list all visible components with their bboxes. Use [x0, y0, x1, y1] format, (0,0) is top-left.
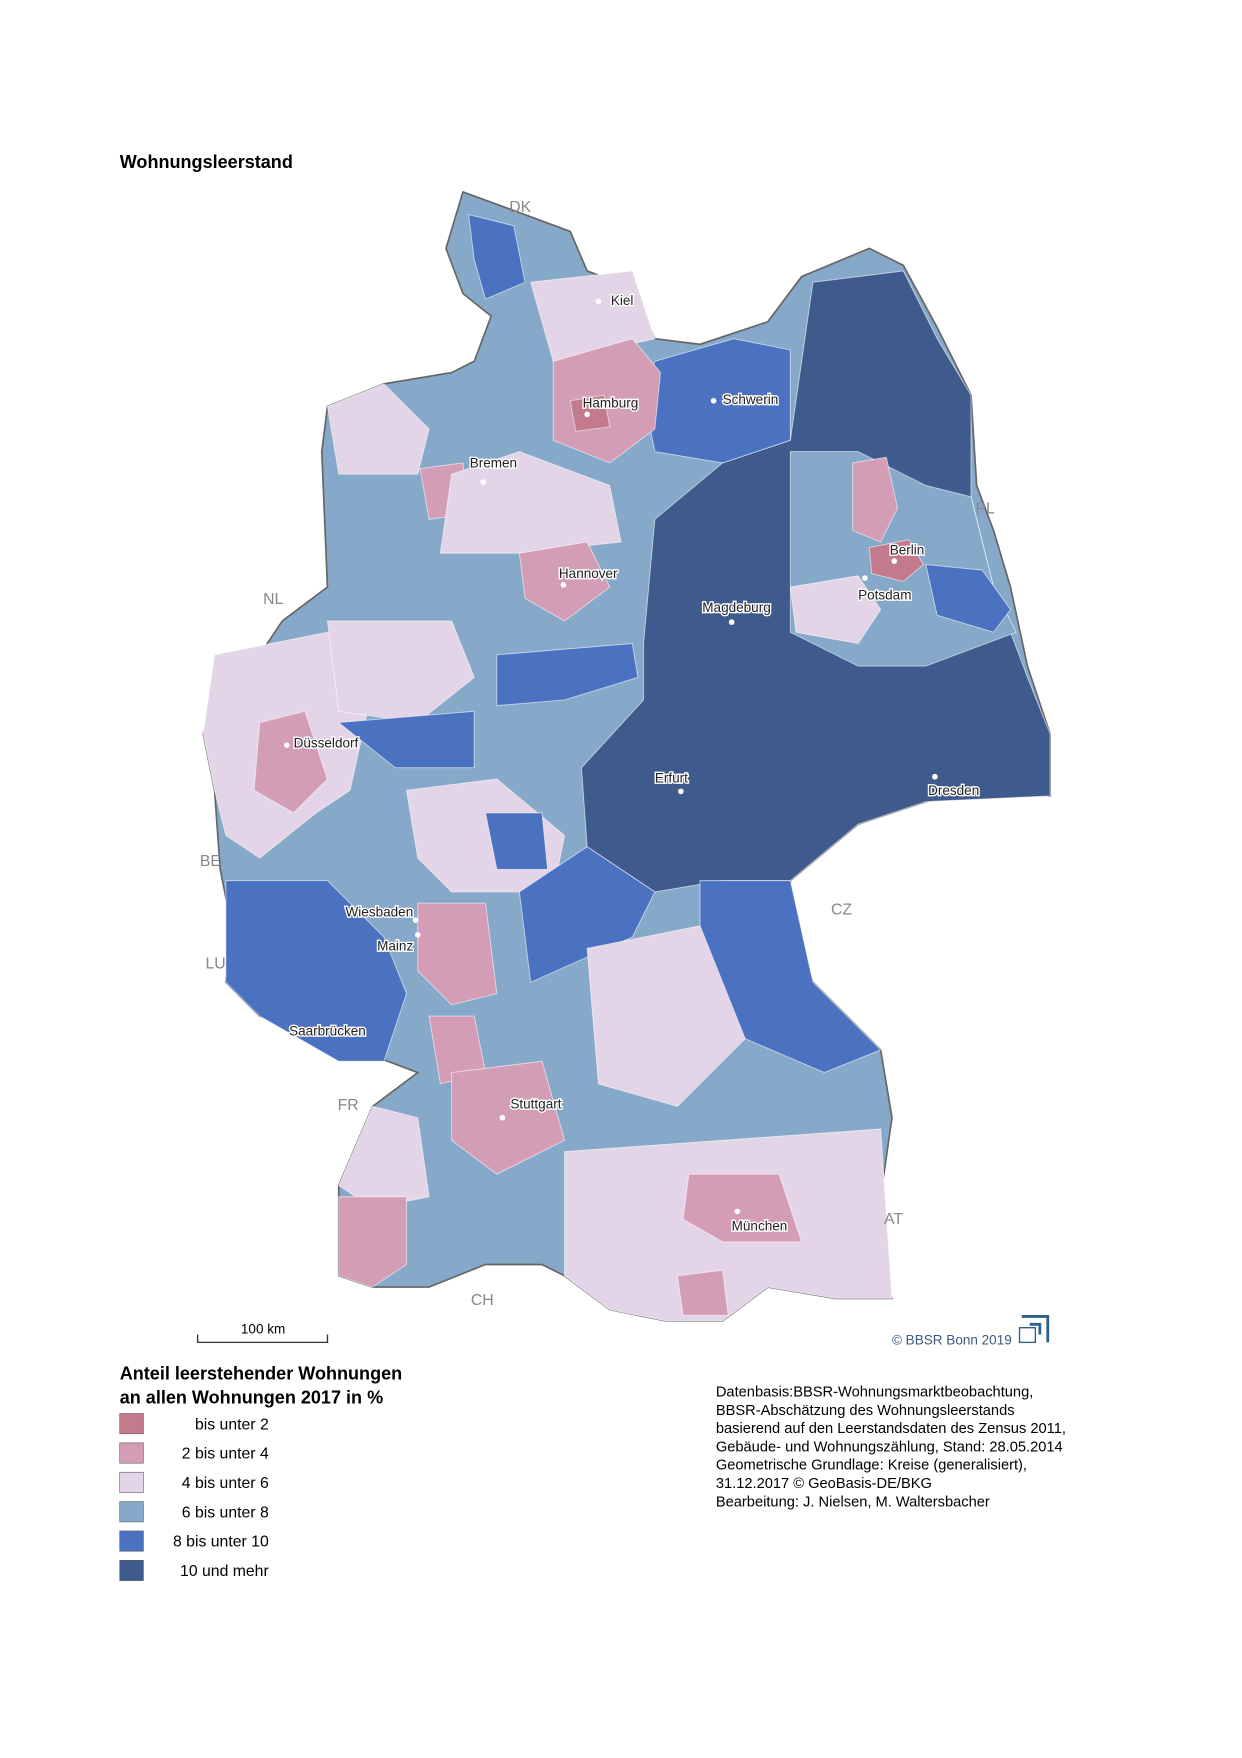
city-dot: [412, 917, 419, 923]
legend-label: 2 bis unter 4: [182, 1446, 269, 1463]
city-label: Wiesbaden: [346, 905, 414, 920]
legend-swatch: [119, 1442, 144, 1464]
district-area: [676, 1269, 729, 1316]
scale-bar-label: 100 km: [241, 1321, 285, 1336]
city-dot: [932, 773, 938, 780]
district-area: [253, 710, 328, 814]
city-dot: [728, 619, 735, 625]
district-area: [496, 643, 639, 707]
legend-label: 8 bis unter 10: [173, 1534, 269, 1551]
city-label: Hamburg: [583, 396, 639, 411]
legend-title: Anteil leerstehender Wohnungen: [120, 1364, 402, 1384]
source-note: Datenbasis:BBSR-Wohnungsmarktbeobachtung…: [716, 1385, 1066, 1511]
city-label: Magdeburg: [702, 600, 770, 615]
district-area: [789, 575, 882, 645]
source-line: basierend auf den Leerstandsdaten des Ze…: [716, 1421, 1066, 1437]
source-line: BBSR-Abschätzung des Wohnungsleerstands: [716, 1403, 1015, 1419]
district-area: [338, 1105, 430, 1209]
germany-map: [202, 190, 1051, 1322]
district-area: [417, 902, 498, 1006]
city-labels: Kiel Hamburg Schwerin Bremen Berlin Pots…: [288, 291, 981, 1235]
city-dot: [283, 742, 290, 748]
district-area: [552, 338, 661, 464]
country-label: PL: [976, 501, 996, 518]
country-label: AT: [884, 1211, 903, 1228]
country-label: LU: [206, 956, 226, 973]
legend-swatch: [119, 1413, 144, 1435]
country-label: CH: [471, 1292, 494, 1309]
copyright: © BBSR Bonn 2019: [892, 1333, 1012, 1348]
city-dot: [734, 1208, 741, 1215]
city-label: Bremen: [470, 455, 517, 470]
city-label: Schwerin: [723, 392, 779, 407]
country-label: DK: [509, 199, 531, 216]
source-line: 31.12.2017 © GeoBasis-DE/BKG: [716, 1476, 932, 1492]
city-label: Potsdam: [858, 587, 911, 602]
city-label: Kiel: [611, 293, 634, 308]
city-dot: [480, 479, 487, 485]
city-dot: [584, 411, 590, 418]
legend-label: 6 bis unter 8: [182, 1504, 269, 1521]
city-label: Berlin: [890, 542, 925, 557]
district-area: [439, 451, 622, 554]
city-dot: [414, 931, 421, 938]
map-title: Wohnungsleerstand: [120, 152, 293, 172]
country-label: FR: [338, 1097, 359, 1114]
source-line: Bearbeitung: J. Nielsen, M. Waltersbache…: [716, 1494, 990, 1510]
legend-swatch: [119, 1530, 144, 1552]
district-area: [468, 213, 526, 300]
district-area: [326, 620, 475, 724]
district-area: [451, 1060, 566, 1175]
district-area: [569, 394, 611, 432]
district-area: [586, 925, 746, 1107]
city-dot: [499, 1114, 506, 1121]
legend-label: 10 und mehr: [180, 1563, 269, 1580]
country-label: NL: [263, 591, 283, 608]
scale-bar: [196, 1334, 329, 1344]
city-dot: [678, 788, 684, 795]
country-label: CZ: [831, 901, 852, 918]
legend-swatch: [119, 1471, 144, 1493]
city-dot: [560, 582, 567, 588]
district-area: [530, 270, 656, 362]
legend: Anteil leerstehender Wohnungen an allen …: [119, 1364, 402, 1581]
scale-bar-line: [196, 1334, 329, 1344]
city-label: München: [732, 1219, 788, 1234]
district-area: [925, 563, 1012, 633]
city-dot: [595, 298, 602, 305]
district-area: [518, 541, 611, 622]
city-label: Mainz: [377, 939, 413, 954]
district-area: [326, 383, 430, 475]
legend-swatch: [119, 1559, 144, 1581]
city-dot: [333, 1026, 340, 1033]
district-area: [851, 456, 899, 543]
source-line: Datenbasis:BBSR-Wohnungsmarktbeobachtung…: [716, 1385, 1033, 1401]
city-label: Hannover: [559, 566, 618, 581]
district-area: [518, 846, 656, 983]
city-dot: [862, 575, 868, 581]
bbsr-logo: [1018, 1315, 1050, 1344]
district-area: [338, 1196, 407, 1288]
legend-swatch: [119, 1501, 144, 1523]
city-label: Düsseldorf: [294, 735, 359, 750]
city-label: Dresden: [928, 783, 979, 798]
legend-label: 4 bis unter 6: [182, 1475, 269, 1492]
district-area: [484, 812, 549, 870]
source-line: Gebäude- und Wohnungszählung, Stand: 28.…: [716, 1439, 1063, 1455]
city-label: Saarbrücken: [289, 1023, 366, 1038]
district-area: [337, 710, 475, 769]
country-label: BE: [200, 853, 221, 870]
legend-label: bis unter 2: [195, 1416, 269, 1433]
city-dots: [283, 298, 938, 1215]
country-labels: DK PL NL BE LU FR CH AT CZ: [200, 199, 995, 1309]
source-line: Geometrische Grundlage: Kreise (generali…: [716, 1458, 1027, 1474]
city-label: Erfurt: [655, 770, 688, 785]
district-area: [225, 880, 407, 1062]
legend-title: an allen Wohnungen 2017 in %: [120, 1387, 383, 1407]
district-area: [682, 1173, 803, 1243]
city-dot: [710, 397, 717, 404]
city-label: Stuttgart: [510, 1097, 561, 1112]
city-dot: [891, 558, 898, 564]
